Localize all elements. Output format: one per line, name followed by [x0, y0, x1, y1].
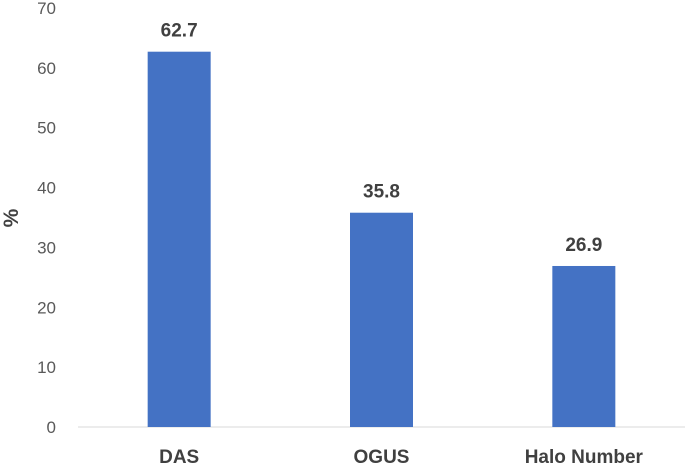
y-tick-label: 70	[37, 0, 56, 18]
bar	[147, 51, 211, 428]
y-tick-label: 60	[37, 59, 56, 78]
x-category-label: Halo Number	[525, 447, 644, 468]
bar	[350, 212, 413, 427]
y-tick-label: 10	[37, 358, 56, 377]
y-tick-label: 50	[37, 119, 56, 138]
bar-value-label: 26.9	[565, 235, 602, 256]
y-tick-label: 40	[37, 179, 56, 198]
bars-group	[147, 51, 616, 428]
data-labels-group: 62.7 35.8 26.9	[161, 21, 603, 256]
y-tick-label: 0	[47, 418, 56, 437]
y-axis-ticks: 0 10 20 30 40 50 60 70	[37, 0, 56, 437]
y-tick-label: 30	[37, 238, 56, 257]
bar-value-label: 62.7	[161, 21, 198, 42]
x-category-label: OGUS	[354, 447, 410, 468]
y-tick-label: 20	[37, 298, 56, 317]
y-axis-title: %	[0, 208, 23, 227]
bar	[552, 265, 616, 427]
x-category-label: DAS	[159, 447, 199, 468]
bar-value-label: 35.8	[363, 182, 400, 203]
x-axis-category-labels: DAS OGUS Halo Number	[159, 447, 643, 468]
